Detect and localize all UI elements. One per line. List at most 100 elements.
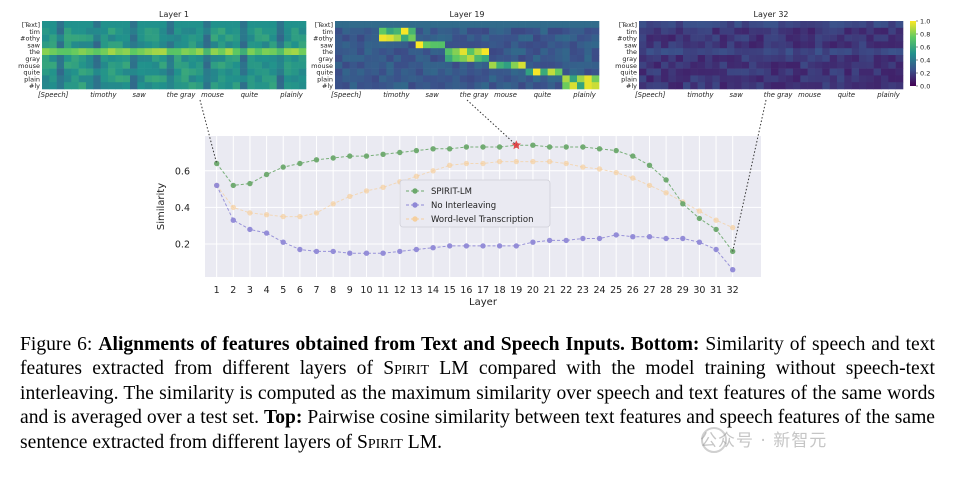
heatmap-cell — [807, 21, 816, 29]
heatmap-cell — [584, 75, 592, 83]
heatmap-cell — [423, 55, 431, 63]
heatmap-cell — [144, 21, 153, 29]
heatmap-cell — [741, 34, 750, 42]
heatmap-cell — [675, 55, 684, 63]
x-tick-label: 26 — [627, 285, 639, 296]
data-point — [380, 151, 386, 157]
heatmap-cell — [719, 27, 728, 35]
heatmap-cell — [166, 68, 175, 76]
x-tick-label: 9 — [347, 285, 353, 296]
heatmap-cell — [401, 34, 409, 42]
heatmap-cell — [569, 82, 578, 90]
heatmap-cell — [430, 21, 438, 29]
heatmap-cell — [569, 27, 578, 35]
heatmap-cell — [349, 48, 358, 56]
heatmap-cell — [78, 55, 87, 63]
heatmap-cell — [240, 82, 248, 90]
data-point — [297, 246, 303, 253]
heatmap-cell — [71, 61, 79, 69]
data-point — [230, 217, 236, 223]
heatmap-col-label: mouse — [201, 91, 224, 99]
heatmap-cell — [793, 82, 801, 90]
heatmap-cell — [130, 75, 138, 83]
heatmap-cell — [364, 75, 372, 83]
heatmap-cell — [232, 55, 241, 63]
heatmap-cell — [210, 61, 219, 69]
heatmap-cell — [430, 34, 438, 42]
heatmap-cell — [683, 27, 691, 35]
heatmap-cell — [653, 48, 662, 56]
heatmap-cell — [357, 27, 365, 35]
heatmap-cell — [379, 61, 387, 69]
heatmap-cell — [705, 41, 713, 49]
data-point — [496, 158, 503, 165]
heatmap-cell — [159, 41, 167, 49]
heatmap-cell — [533, 68, 541, 76]
data-point — [263, 212, 270, 218]
heatmap-cell — [844, 61, 852, 69]
heatmap-cell — [291, 61, 299, 69]
heatmap-cell — [240, 27, 248, 35]
caption-bottom-label: Bottom: — [630, 334, 700, 355]
heatmap-cell — [342, 48, 350, 56]
heatmap-cell — [873, 55, 882, 63]
heatmap-cell — [719, 68, 728, 76]
heatmap-cell — [683, 48, 691, 56]
heatmap-cell — [188, 48, 197, 56]
heatmap-cell — [734, 68, 742, 76]
heatmap-cell — [357, 55, 365, 63]
heatmap-cell — [452, 55, 460, 63]
heatmap-cell — [533, 34, 541, 42]
heatmap-cell — [771, 55, 779, 63]
data-point — [313, 210, 320, 216]
heatmap-cell — [481, 82, 490, 90]
heatmap-cell — [741, 68, 750, 76]
heatmap-cell — [646, 55, 654, 63]
heatmap-cell — [386, 68, 394, 76]
heatmap-cell — [577, 48, 585, 56]
data-point — [413, 246, 420, 253]
heatmap-cell — [734, 21, 742, 29]
heatmap-row-label: #ly — [322, 82, 333, 90]
heatmap-cell — [291, 41, 299, 49]
heatmap-cell — [569, 48, 578, 56]
heatmap-col-label: the gray — [764, 91, 794, 99]
heatmap-cell — [137, 55, 145, 63]
heatmap-cell — [122, 27, 131, 35]
heatmap-cell — [800, 48, 808, 56]
heatmap-cell — [807, 82, 816, 90]
heatmap-cell — [379, 41, 387, 49]
heatmap-cell — [181, 75, 189, 83]
heatmap-cell — [496, 34, 504, 42]
heatmap-cell — [64, 34, 72, 42]
heatmap-cell — [822, 34, 830, 42]
heatmap-cell — [401, 48, 409, 56]
data-point — [596, 235, 603, 242]
heatmap-cell — [364, 34, 372, 42]
heatmap-cell — [188, 75, 197, 83]
heatmap-cell — [152, 21, 160, 29]
heatmap-cell — [357, 48, 365, 56]
x-tick-label: 18 — [494, 285, 506, 296]
heatmap-cell — [653, 61, 662, 69]
heatmap-cell — [247, 61, 255, 69]
x-tick-label: 32 — [727, 285, 739, 296]
data-point — [380, 184, 386, 190]
heatmap-cell — [653, 55, 662, 63]
heatmap-cell — [78, 41, 87, 49]
heatmap-row-label: #ly — [626, 82, 637, 90]
heatmap-cell — [547, 68, 556, 76]
heatmap-title: Layer 32 — [753, 10, 788, 19]
heatmap-cell — [639, 61, 647, 69]
x-tick-label: 13 — [410, 285, 422, 296]
heatmap-cell — [555, 48, 563, 56]
heatmap-cell — [284, 27, 292, 35]
heatmap-cell — [188, 82, 197, 90]
heatmap-cell — [822, 48, 830, 56]
heatmap-cell — [254, 55, 263, 63]
heatmap-cell — [262, 55, 270, 63]
heatmap-cell — [100, 75, 109, 83]
heatmap-cell — [690, 61, 698, 69]
data-point — [430, 245, 436, 251]
heatmap-row-label: quite — [316, 69, 333, 77]
